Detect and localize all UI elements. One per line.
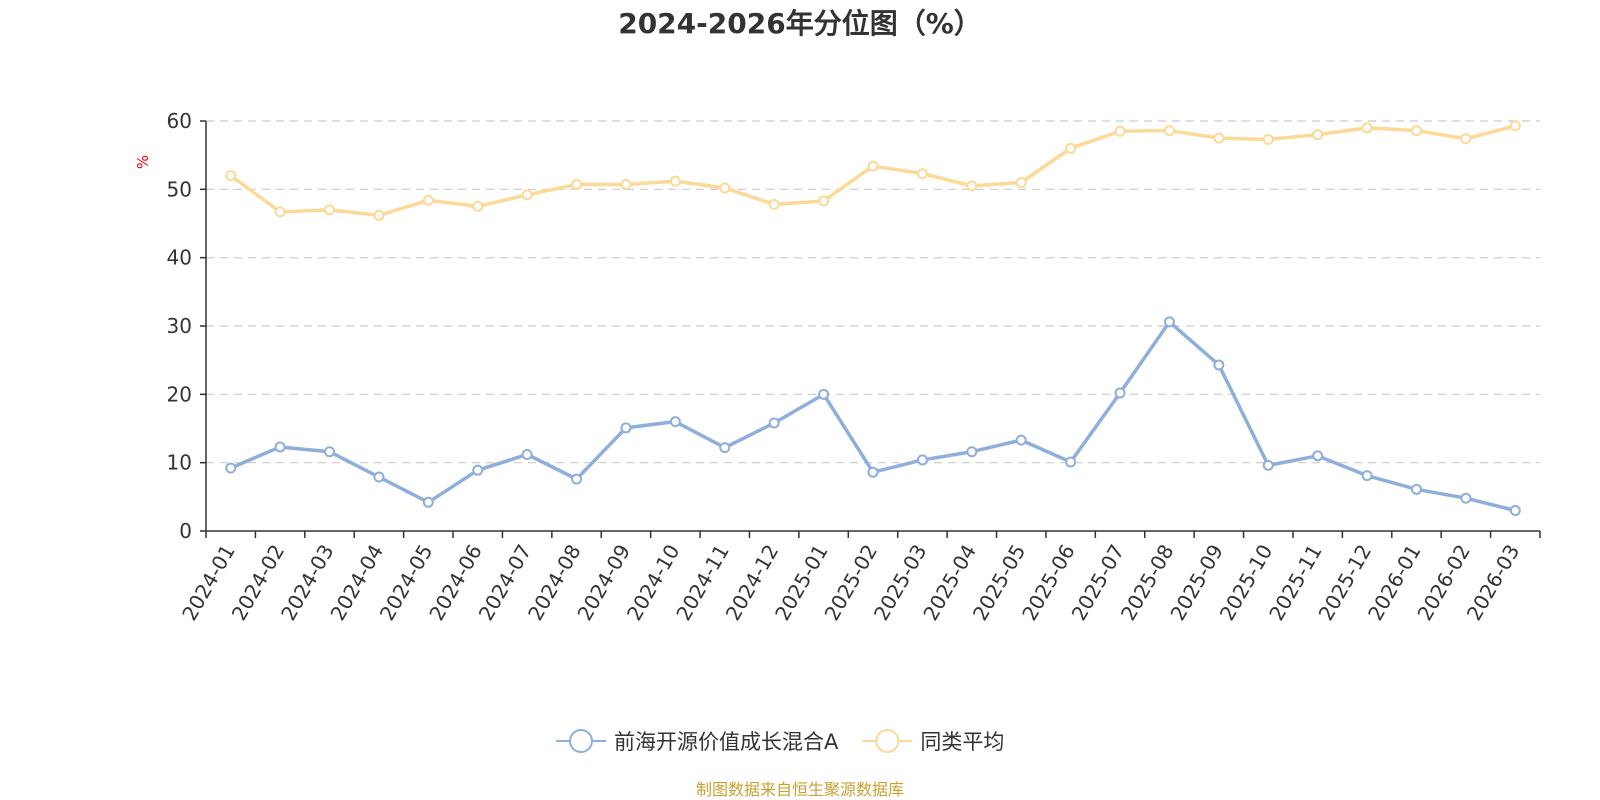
chart-title: 2024-2026年分位图（%）: [618, 7, 982, 40]
data-point[interactable]: [1410, 125, 1422, 137]
data-point[interactable]: [324, 446, 336, 458]
data-point[interactable]: [521, 448, 533, 460]
data-point[interactable]: [422, 194, 434, 206]
data-point[interactable]: [1361, 470, 1373, 482]
data-point[interactable]: [1163, 316, 1175, 328]
legend-circle-icon: [875, 729, 900, 753]
data-point[interactable]: [768, 198, 780, 210]
axes: 01020304050602024-012024-022024-032024-0…: [167, 109, 1541, 625]
data-point[interactable]: [1262, 133, 1274, 145]
y-tick-label: 40: [167, 246, 192, 270]
data-point[interactable]: [1114, 387, 1126, 399]
data-point[interactable]: [1015, 434, 1027, 446]
y-axis-unit-label: %: [134, 155, 152, 169]
legend-circle-icon: [569, 729, 593, 753]
y-tick-label: 0: [179, 519, 192, 543]
y-tick-label: 50: [167, 177, 192, 201]
data-point[interactable]: [669, 175, 681, 187]
y-tick-label: 60: [167, 109, 192, 133]
data-point[interactable]: [1213, 359, 1225, 371]
y-tick-label: 10: [167, 451, 192, 475]
series-lines: [225, 120, 1521, 516]
y-tick-label: 30: [167, 314, 192, 338]
data-point[interactable]: [1065, 456, 1077, 468]
data-point[interactable]: [818, 388, 830, 400]
data-point[interactable]: [571, 179, 583, 191]
data-point[interactable]: [818, 195, 830, 207]
data-point[interactable]: [571, 473, 583, 485]
legend-item-1[interactable]: 同类平均: [862, 729, 1004, 754]
data-point[interactable]: [1015, 177, 1027, 188]
data-point[interactable]: [1509, 505, 1521, 516]
data-point[interactable]: [1361, 122, 1373, 134]
data-point[interactable]: [620, 179, 632, 191]
series-1: [225, 120, 1521, 221]
data-point[interactable]: [422, 496, 434, 508]
legend[interactable]: 前海开源价值成长混合A 同类平均: [556, 729, 1004, 754]
data-point[interactable]: [274, 206, 286, 218]
data-point[interactable]: [472, 464, 484, 476]
data-point[interactable]: [521, 189, 533, 201]
y-tick-label: 20: [167, 382, 192, 406]
data-point[interactable]: [1312, 129, 1324, 141]
data-point[interactable]: [1213, 132, 1225, 144]
series-0: [225, 316, 1521, 516]
data-point[interactable]: [867, 466, 879, 478]
legend-label: 同类平均: [920, 730, 1004, 754]
data-point[interactable]: [1410, 483, 1422, 495]
data-point[interactable]: [669, 416, 681, 428]
legend-item-0[interactable]: 前海开源价值成长混合A: [556, 729, 839, 754]
grid-lines: [206, 120, 1540, 464]
data-point[interactable]: [225, 462, 237, 474]
data-point[interactable]: [719, 182, 731, 194]
data-point[interactable]: [472, 200, 484, 212]
data-point[interactable]: [768, 417, 780, 429]
data-point[interactable]: [373, 471, 385, 483]
data-point[interactable]: [916, 454, 928, 466]
data-point[interactable]: [225, 170, 237, 182]
data-point[interactable]: [1312, 450, 1324, 462]
data-point[interactable]: [1262, 459, 1274, 471]
data-point[interactable]: [274, 441, 286, 453]
data-point[interactable]: [1163, 125, 1175, 137]
data-point[interactable]: [719, 442, 731, 454]
data-point[interactable]: [966, 180, 978, 192]
data-point[interactable]: [916, 168, 928, 180]
data-point[interactable]: [867, 160, 879, 172]
data-point[interactable]: [620, 422, 632, 434]
legend-label: 前海开源价值成长混合A: [614, 730, 839, 754]
data-point[interactable]: [373, 209, 385, 221]
data-point[interactable]: [966, 446, 978, 458]
series-line: [230, 320, 1516, 513]
source-caption: 制图数据来自恒生聚源数据库: [696, 780, 904, 799]
data-point[interactable]: [1114, 125, 1126, 137]
data-point[interactable]: [1065, 142, 1077, 154]
data-point[interactable]: [324, 204, 336, 216]
data-point[interactable]: [1460, 133, 1472, 145]
data-point[interactable]: [1509, 120, 1521, 132]
data-point[interactable]: [1460, 492, 1472, 504]
